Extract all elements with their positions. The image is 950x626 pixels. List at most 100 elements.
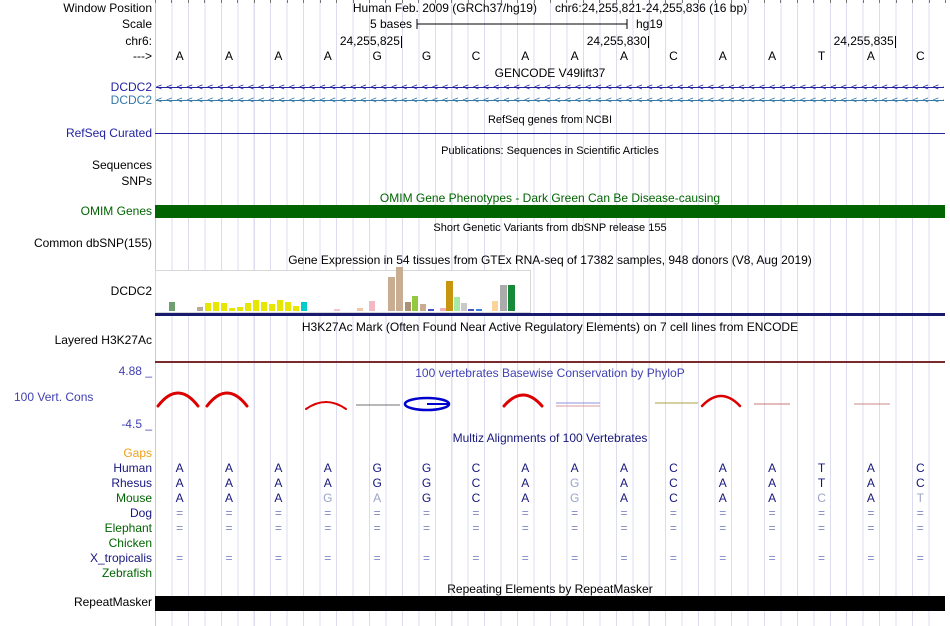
align-base: = — [472, 506, 480, 520]
assembly-label: Human Feb. 2009 (GRCh37/hg19) — [352, 1, 537, 15]
ruler-top-tick — [681, 0, 683, 3]
align-base: = — [521, 521, 529, 535]
track-label-direction[interactable]: ---> — [133, 49, 152, 63]
align-base: = — [324, 506, 332, 520]
track-label-chrom[interactable]: chr6: — [125, 34, 152, 48]
gtex-tissue-bar — [508, 285, 515, 311]
align-base: A — [866, 476, 875, 490]
track-label-phylop-min[interactable]: -4.5 _ — [121, 417, 152, 431]
species-label-gaps[interactable]: Gaps — [123, 446, 152, 460]
gencode-gene-1-model[interactable]: <<<<<<<<<<<<<<<<<<<<<<<<<<<<<<<<<<<<<<<<… — [156, 82, 944, 93]
track-label-omim-genes[interactable]: OMIM Genes — [80, 204, 152, 218]
align-base: = — [423, 506, 431, 520]
sequence-base: A — [768, 49, 777, 63]
align-base: A — [718, 491, 727, 505]
ruler-top-tick — [747, 0, 749, 3]
align-base: = — [669, 521, 677, 535]
gtex-tissue-bar — [221, 303, 227, 311]
omim-title: OMIM Gene Phenotypes - Dark Green Can Be… — [379, 191, 721, 205]
gtex-tissue-bar — [237, 307, 243, 311]
align-base: = — [571, 506, 579, 520]
gtex-tissue-bar — [412, 296, 418, 311]
track-label-window-position[interactable]: Window Position — [63, 1, 152, 15]
track-label-sequences[interactable]: Sequences — [91, 158, 152, 172]
h3k27ac-title: H3K27Ac Mark (Often Found Near Active Re… — [301, 320, 799, 334]
align-base: T — [817, 476, 826, 490]
position-tick-label: 24,255,825 — [339, 34, 400, 48]
align-base: G — [372, 476, 382, 490]
align-base: C — [915, 461, 925, 475]
align-base: = — [620, 551, 628, 565]
track-label-phylop-max[interactable]: 4.88 _ — [118, 364, 152, 378]
gtex-tissue-bar — [169, 302, 175, 311]
species-label-mouse[interactable]: Mouse — [115, 491, 152, 505]
position-range-label: chr6:24,255,821-24,255,836 (16 bp) — [554, 1, 748, 15]
species-label-x_tropicalis[interactable]: X_tropicalis — [89, 551, 152, 565]
align-base: = — [719, 551, 727, 565]
ruler-top-tick — [253, 0, 255, 3]
gtex-tissue-bar — [396, 267, 403, 311]
gtex-expression-plot[interactable] — [155, 267, 531, 313]
track-label-gtex-gene[interactable]: DCDC2 — [110, 284, 152, 298]
ruler-top-tick — [368, 0, 370, 3]
align-base: = — [176, 521, 184, 535]
ruler-top-tick — [714, 0, 716, 3]
track-label-snps[interactable]: SNPs — [121, 174, 152, 188]
track-label-vert-cons[interactable]: 100 Vert. Cons — [14, 390, 94, 404]
gtex-tissue-bar — [420, 304, 426, 311]
gtex-tissue-bar — [428, 309, 434, 311]
align-base: A — [175, 476, 184, 490]
gencode-gene-2-model[interactable]: <<<<<<<<<<<<<<<<<<<<<<<<<<<<<<<<<<<<<<<<… — [156, 95, 944, 106]
align-base: G — [323, 491, 333, 505]
align-base: = — [225, 551, 233, 565]
align-base: C — [915, 476, 925, 490]
ruler-top-tick — [451, 0, 453, 3]
sequence-base: A — [175, 49, 184, 63]
gtex-tissue-bar — [454, 297, 460, 311]
ruler-top-tick — [648, 0, 650, 3]
track-label-gencode-dcdc2-1[interactable]: DCDC2 — [110, 80, 152, 94]
align-base: = — [423, 521, 431, 535]
align-base: A — [521, 476, 530, 490]
scale-ruler — [416, 19, 628, 29]
omim-bar[interactable] — [155, 205, 945, 218]
align-base: A — [768, 476, 777, 490]
gtex-title: Gene Expression in 54 tissues from GTEx … — [288, 253, 812, 267]
gtex-tissue-bar — [334, 309, 340, 311]
track-label-scale[interactable]: Scale — [121, 17, 152, 31]
align-base: C — [669, 491, 678, 505]
sequence-base: A — [225, 49, 234, 63]
gtex-tissue-bar — [245, 303, 251, 311]
ruler-top-tick — [813, 0, 815, 3]
align-base: = — [818, 521, 826, 535]
align-base: = — [274, 506, 282, 520]
species-label-rhesus[interactable]: Rhesus — [111, 476, 152, 490]
track-label-layered-h3k27ac[interactable]: Layered H3K27Ac — [54, 333, 152, 347]
gtex-tissue-bar — [492, 301, 498, 311]
species-label-zebrafish[interactable]: Zebrafish — [101, 566, 152, 580]
gtex-tissue-bar — [440, 308, 446, 311]
assembly-short-label: hg19 — [636, 17, 663, 31]
gtex-tissue-bar — [357, 308, 363, 311]
gtex-baseline — [155, 313, 945, 316]
gtex-tissue-bar — [253, 300, 259, 311]
align-base: G — [421, 461, 432, 475]
align-base: A — [225, 461, 234, 475]
track-label-repeatmasker[interactable]: RepeatMasker — [73, 595, 152, 609]
ruler-top-tick — [550, 0, 551, 3]
align-base: = — [916, 551, 924, 565]
track-label-gencode-dcdc2-2[interactable]: DCDC2 — [110, 93, 152, 107]
species-label-human[interactable]: Human — [113, 461, 152, 475]
align-base: A — [323, 461, 332, 475]
track-label-refseq-curated[interactable]: RefSeq Curated — [65, 126, 152, 140]
track-label-common-dbsnp[interactable]: Common dbSNP(155) — [33, 236, 152, 250]
species-label-chicken[interactable]: Chicken — [108, 536, 152, 550]
gtex-tissue-bar — [388, 277, 395, 311]
species-label-elephant[interactable]: Elephant — [104, 521, 152, 535]
repeat-bar[interactable] — [155, 596, 945, 611]
align-base: = — [867, 521, 875, 535]
species-label-dog[interactable]: Dog — [129, 506, 152, 520]
sequence-base: C — [915, 49, 925, 63]
gtex-tissue-bar — [213, 302, 219, 311]
